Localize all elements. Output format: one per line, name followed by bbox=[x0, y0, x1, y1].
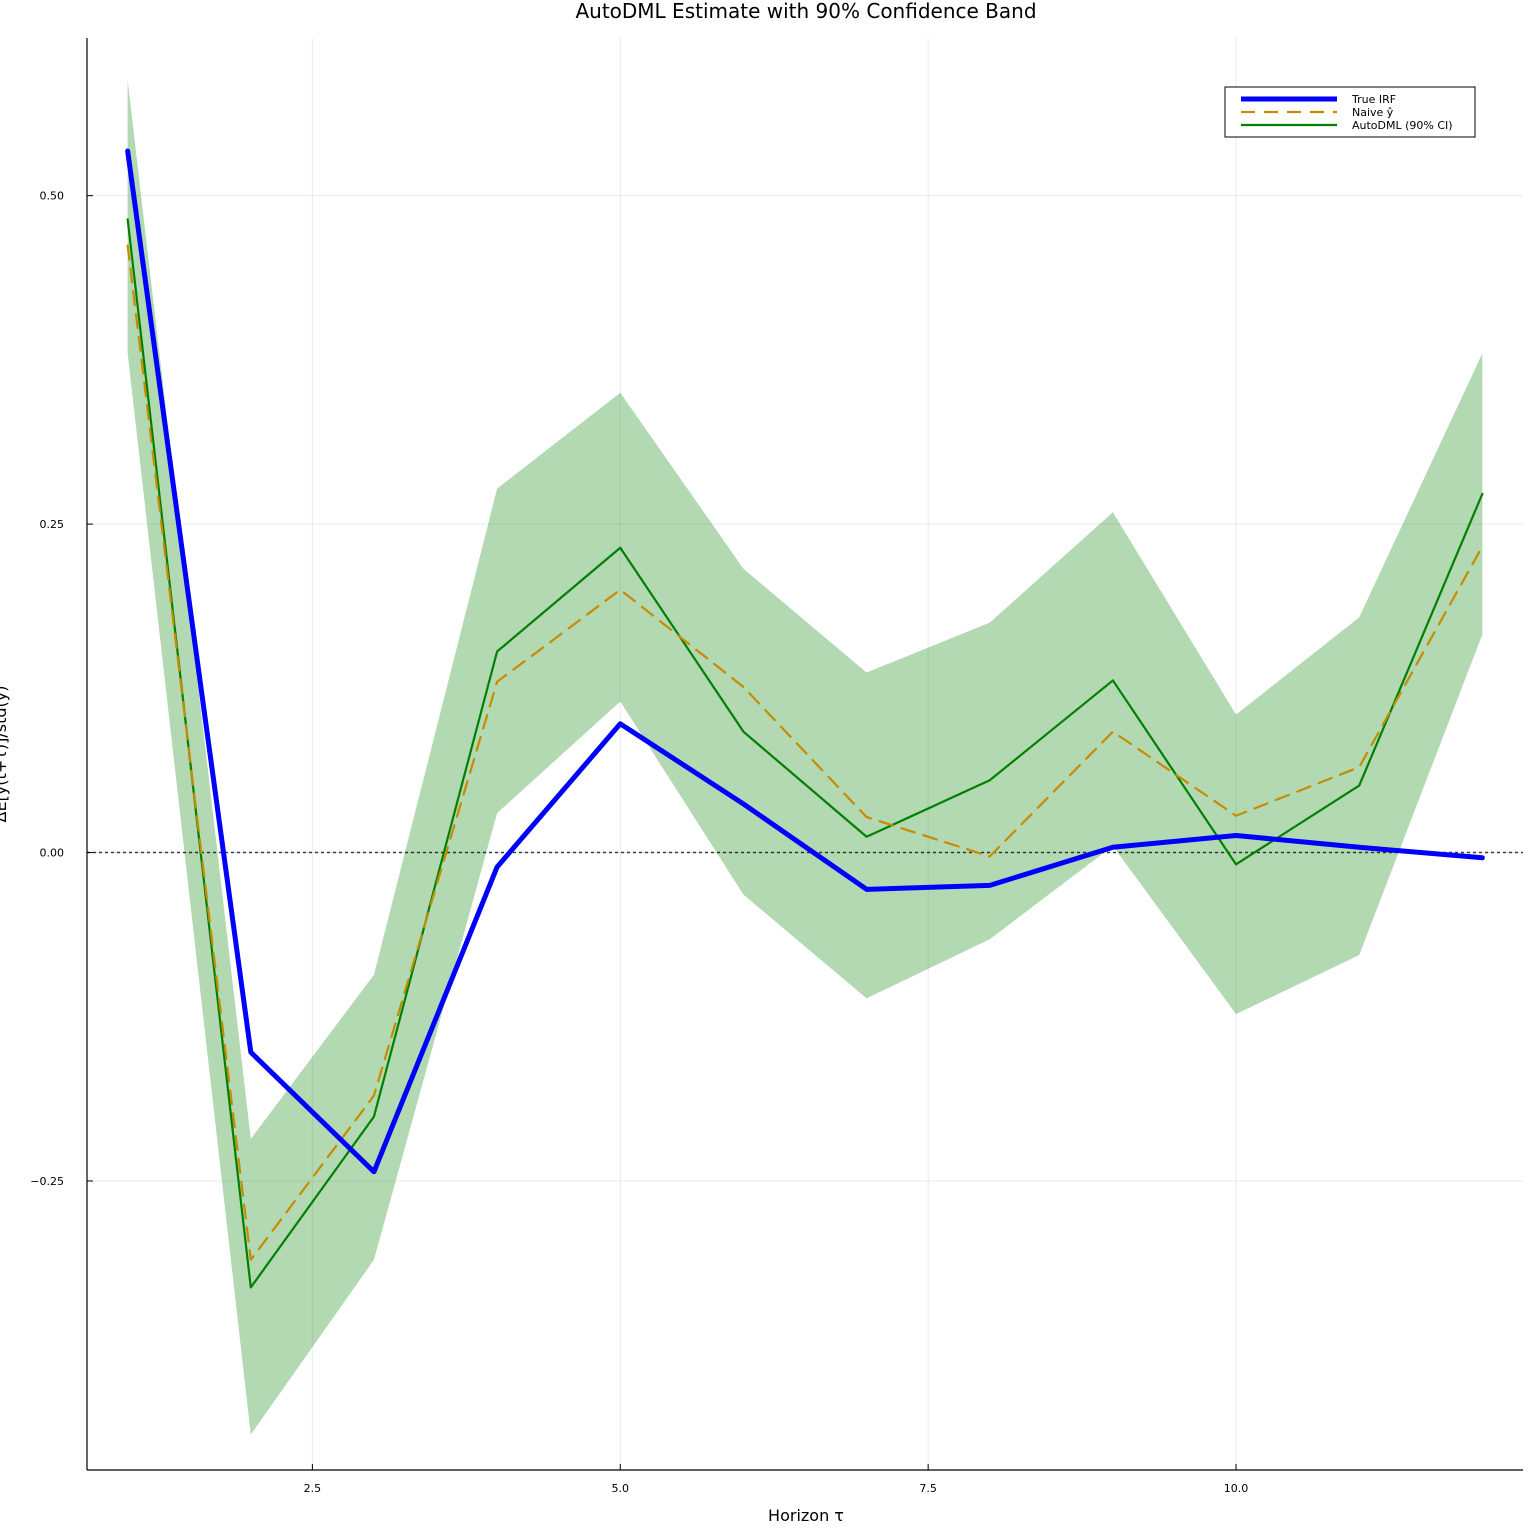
band-layer bbox=[127, 80, 1483, 1435]
y-tick-label: 0.50 bbox=[40, 190, 65, 203]
series-line-true-irf bbox=[125, 148, 1485, 1175]
series-layer bbox=[125, 148, 1485, 1289]
y-tick-label: 0.25 bbox=[40, 518, 65, 531]
legend-label: Naive ŷ bbox=[1352, 106, 1394, 119]
series-line-autodml-90-ci bbox=[126, 218, 1484, 1289]
y-tick-label: −0.25 bbox=[30, 1175, 64, 1188]
x-axis-label: Horizon τ bbox=[768, 1506, 844, 1525]
chart-title: AutoDML Estimate with 90% Confidence Ban… bbox=[575, 0, 1036, 23]
grid bbox=[87, 38, 1523, 1470]
y-tick-label: 0.00 bbox=[40, 847, 65, 860]
axes bbox=[86, 38, 1523, 1471]
y-axis-label: ΔE[y(t+τ)]/std(y) bbox=[0, 686, 10, 823]
x-tick-label: 2.5 bbox=[304, 1482, 322, 1495]
x-tick-label: 10.0 bbox=[1224, 1482, 1249, 1495]
legend-label: True IRF bbox=[1351, 93, 1396, 106]
x-tick-label: 7.5 bbox=[919, 1482, 937, 1495]
x-tick-label: 5.0 bbox=[612, 1482, 630, 1495]
series-line-naive bbox=[126, 244, 1484, 1261]
confidence-band bbox=[127, 80, 1483, 1435]
legend-label: AutoDML (90% CI) bbox=[1352, 119, 1453, 132]
tick-labels: 2.5 5.0 7.5 10.0 −0.25 0.00 0.25 0.50 bbox=[30, 190, 1248, 1495]
